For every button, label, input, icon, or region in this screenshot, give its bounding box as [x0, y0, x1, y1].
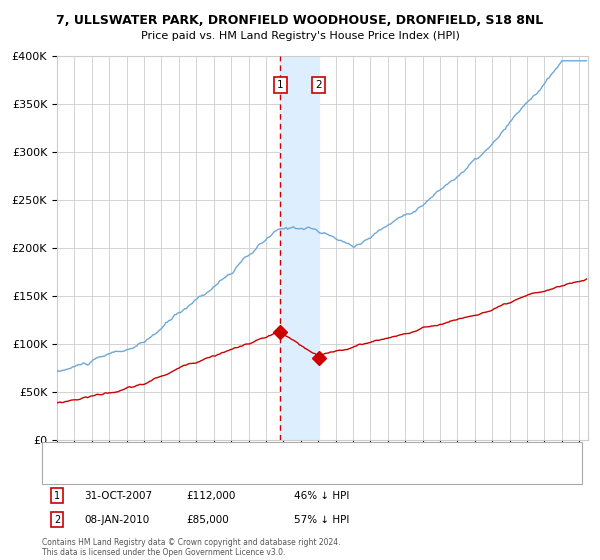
- Text: £85,000: £85,000: [186, 515, 229, 525]
- Text: Contains HM Land Registry data © Crown copyright and database right 2024.
This d: Contains HM Land Registry data © Crown c…: [42, 538, 341, 557]
- Text: HPI: Average price, detached house, North East Derbyshire: HPI: Average price, detached house, Nort…: [99, 467, 354, 476]
- Text: £112,000: £112,000: [186, 491, 235, 501]
- Text: 46% ↓ HPI: 46% ↓ HPI: [294, 491, 349, 501]
- Text: ———: ———: [51, 465, 88, 478]
- Text: 08-JAN-2010: 08-JAN-2010: [84, 515, 149, 525]
- Text: 1: 1: [277, 80, 284, 90]
- Text: 2: 2: [316, 80, 322, 90]
- Text: 31-OCT-2007: 31-OCT-2007: [84, 491, 152, 501]
- Text: ———: ———: [51, 444, 88, 458]
- Text: 7, ULLSWATER PARK, DRONFIELD WOODHOUSE, DRONFIELD, S18 8NL (detached house): 7, ULLSWATER PARK, DRONFIELD WOODHOUSE, …: [99, 446, 479, 455]
- Text: 2: 2: [54, 515, 60, 525]
- Text: 57% ↓ HPI: 57% ↓ HPI: [294, 515, 349, 525]
- Text: Price paid vs. HM Land Registry's House Price Index (HPI): Price paid vs. HM Land Registry's House …: [140, 31, 460, 41]
- Text: 7, ULLSWATER PARK, DRONFIELD WOODHOUSE, DRONFIELD, S18 8NL: 7, ULLSWATER PARK, DRONFIELD WOODHOUSE, …: [56, 14, 544, 27]
- Text: 1: 1: [54, 491, 60, 501]
- Bar: [280, 56, 319, 440]
